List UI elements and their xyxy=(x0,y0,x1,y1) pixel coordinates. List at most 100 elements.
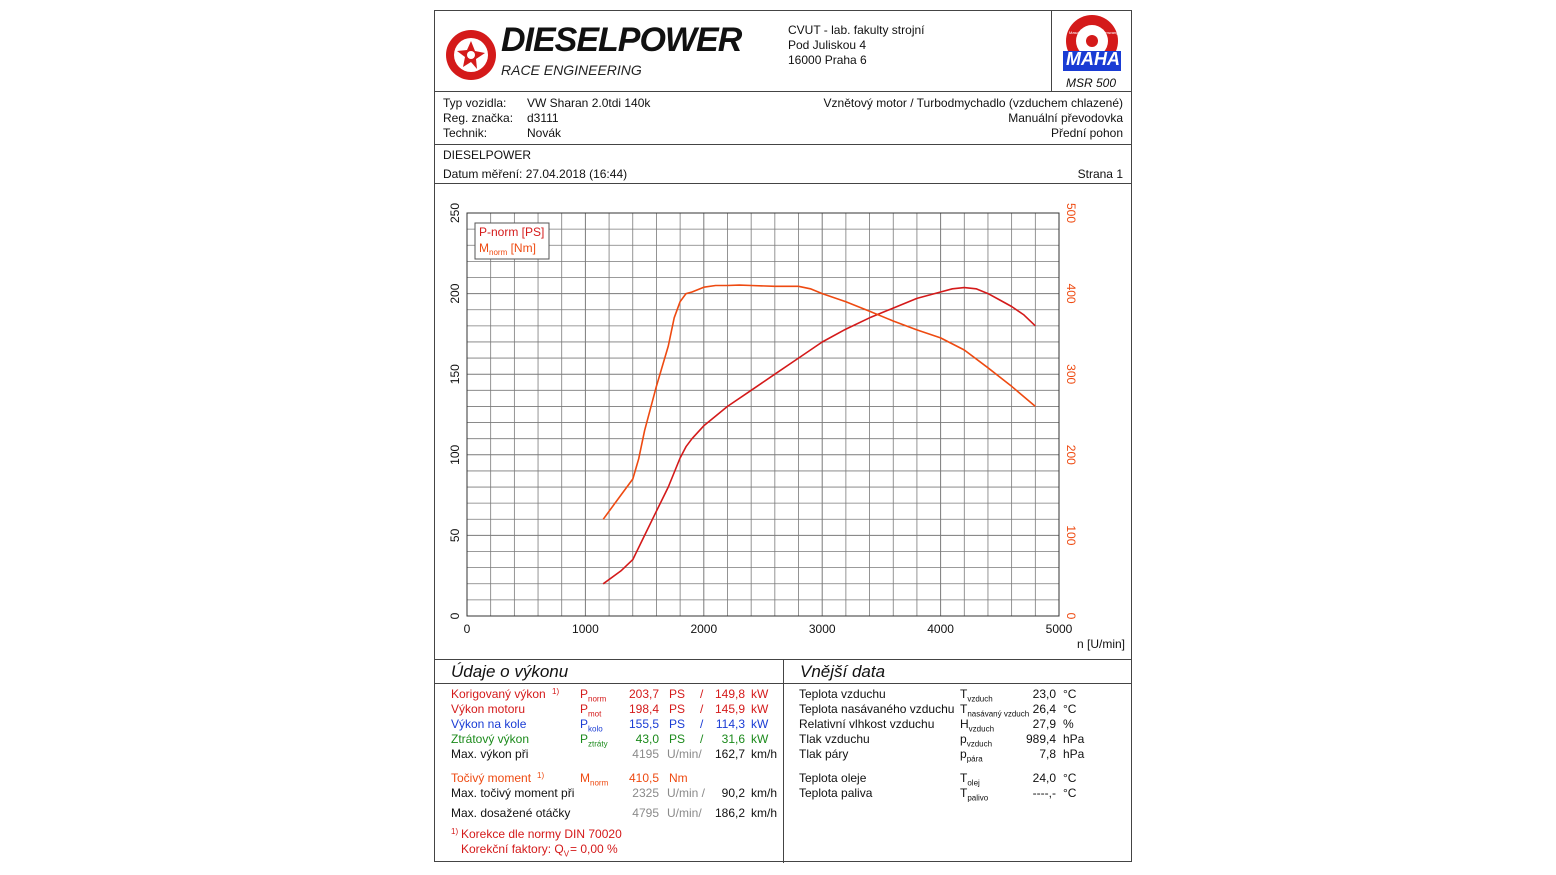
rpm-unit: U/min / xyxy=(667,786,706,800)
brand-subtitle: RACE ENGINEERING xyxy=(501,62,642,78)
x-tick-label: 5000 xyxy=(1046,622,1073,636)
row-symbol: Pnorm xyxy=(580,687,607,704)
torque-unit: Nm xyxy=(669,771,688,785)
max-rpm-row: Max. dosažené otáčky 4795 U/min/186,2 km/h xyxy=(435,806,783,821)
x-tick-label: 1000 xyxy=(572,622,599,636)
unit: % xyxy=(1063,717,1074,731)
row-label: Teplota nasávaného vzduchu xyxy=(799,702,955,716)
max-torque-row: Max. točivý moment při 2325 U/min / 90,2 km/… xyxy=(435,786,783,801)
value-ps: 43,0 xyxy=(635,732,659,746)
legend-power: P-norm [PS] xyxy=(479,225,544,239)
y-left-tick-label: 0 xyxy=(448,612,462,619)
vehicle-labels: Typ vozidla: Reg. značka: Technik: xyxy=(443,96,513,141)
divider xyxy=(435,144,1131,145)
value-kw: 149,8 xyxy=(714,687,745,701)
row-label: Max. výkon při xyxy=(451,747,529,761)
unit-ps: PS xyxy=(669,732,686,746)
external-row: Relativní vlhkost vzduchu Hvzduch 27,9% xyxy=(784,717,1132,734)
y-left-tick-label: 150 xyxy=(448,364,462,384)
external-row: Teplota nasávaného vzduchu Tnasávaný vzdu… xyxy=(784,702,1132,719)
dyno-report-sheet: DIESELPOWER RACE ENGINEERING CVUT - lab.… xyxy=(434,10,1132,863)
speed-value: 162,7 xyxy=(714,747,745,761)
row-label: Max. točivý moment při xyxy=(451,786,575,800)
gearbox: Manuální převodovka xyxy=(1008,111,1123,125)
symbol-subscript: mot xyxy=(588,709,602,719)
symbol-subscript: olej xyxy=(967,778,980,788)
y-left-tick-label: 100 xyxy=(448,444,462,464)
y-left-tick-label: 200 xyxy=(448,283,462,303)
symbol-subscript: vzduch xyxy=(968,724,995,734)
drive: Přední pohon xyxy=(1050,126,1123,140)
row-symbol: ppára xyxy=(960,747,983,764)
separator: / xyxy=(700,732,704,746)
value-ps: 198,4 xyxy=(628,702,659,716)
maha-emblem-icon xyxy=(1063,15,1121,71)
x-axis-label: n [U/min] xyxy=(1077,637,1125,651)
vehicle-values: VW Sharan 2.0tdi 140k d3111 Novák xyxy=(527,96,650,141)
symbol-subscript: kolo xyxy=(588,724,603,734)
separator: / xyxy=(700,717,704,731)
symbol-subscript: ztráty xyxy=(588,739,608,749)
performance-row: Výkon na kole Pkolo 155,5 PS / 114,3 kW xyxy=(435,717,783,734)
value-kw: 114,3 xyxy=(715,717,745,731)
divider xyxy=(435,683,1131,684)
unit: hPa xyxy=(1063,747,1085,761)
unit-kw: kW xyxy=(751,687,769,701)
speed-value: 90,2 xyxy=(721,786,745,800)
y-right-tick-label: 100 xyxy=(1064,525,1078,545)
row-label: Korigovaný výkon xyxy=(451,687,546,701)
rpm-value: 4795 xyxy=(632,806,659,820)
rpm-unit: U/min/ xyxy=(667,747,702,761)
device-model: MSR 500 xyxy=(1066,76,1117,90)
value: 23,0 xyxy=(1032,687,1056,701)
symbol-subscript: norm xyxy=(590,778,609,788)
y-right-tick-label: 500 xyxy=(1064,203,1078,223)
row-label: Točivý moment xyxy=(451,771,532,785)
symbol-subscript: V xyxy=(563,849,570,859)
row-symbol: pvzduch xyxy=(960,732,993,749)
rpm-unit: U/min/ xyxy=(667,806,702,820)
external-data-table: Teplota vzduchu Tvzduch 23,0 °C Teplota nasá… xyxy=(784,687,1132,863)
norm-note-text: Korekce dle normy DIN 70020 xyxy=(461,827,622,841)
symbol-subscript: norm xyxy=(588,694,607,704)
value: 24,0 xyxy=(1032,771,1056,785)
rpm-value: 2325 xyxy=(632,786,659,800)
row-symbol: Tnasávaný vzduch xyxy=(960,702,1030,719)
performance-row: Korigovaný výkon 1) Pnorm 203,7 PS / 149,8 kW xyxy=(435,687,783,704)
x-tick-label: 2000 xyxy=(690,622,717,636)
external-row: Tlak páry ppára 7,8 hPa xyxy=(784,747,1132,764)
correction-value: = 0,00 % xyxy=(570,842,618,856)
symbol-subscript: vzduch xyxy=(966,739,993,749)
row-label: Relativní vlhkost vzduchu xyxy=(799,717,935,731)
value-ps: 203,7 xyxy=(628,687,659,701)
engine-type: Vznětový motor / Turbodmychadlo (vzduche… xyxy=(823,96,1123,110)
row-label: Ztrátový výkon xyxy=(451,732,530,746)
symbol-subscript: nasávaný vzduch xyxy=(967,709,1030,719)
speed-unit: km/h xyxy=(751,806,778,820)
row-symbol: Tolej xyxy=(960,771,980,788)
performance-table: Korigovaný výkon 1) Pnorm 203,7 PS / 149,8 kW Vý… xyxy=(435,687,783,863)
correction-note: Korekční faktory: QV = 0,00 % xyxy=(435,842,783,859)
unit: °C xyxy=(1063,702,1077,716)
address-line: Pod Juliskou 4 xyxy=(788,38,867,52)
divider xyxy=(435,91,1131,92)
performance-row: Výkon motoru Pmot 198,4 PS / 145,9 kW xyxy=(435,702,783,719)
type-label: Typ vozidla: xyxy=(443,96,507,110)
row-label: Výkon na kole xyxy=(451,717,527,731)
torque-row: Točivý moment 1) Mnorm 410,5 Nm xyxy=(435,771,783,788)
row-symbol: Pztráty xyxy=(580,732,608,749)
value: 989,4 xyxy=(1025,732,1056,746)
footnote-ref: 1) xyxy=(451,827,459,836)
reg-value: d3111 xyxy=(527,111,559,125)
row-label: Teplota oleje xyxy=(799,771,867,785)
footnote-ref: 1) xyxy=(537,771,545,780)
lab-address: CVUT - lab. fakulty strojní Pod Juliskou… xyxy=(788,23,925,68)
symbol-subscript: vzduch xyxy=(967,694,993,704)
x-tick-label: 0 xyxy=(464,622,471,636)
correction-note-text: Korekční faktory: QV xyxy=(461,842,570,859)
value-kw: 145,9 xyxy=(714,702,745,716)
y-right-tick-label: 400 xyxy=(1064,284,1078,304)
unit: °C xyxy=(1063,687,1077,701)
unit: hPa xyxy=(1063,732,1085,746)
